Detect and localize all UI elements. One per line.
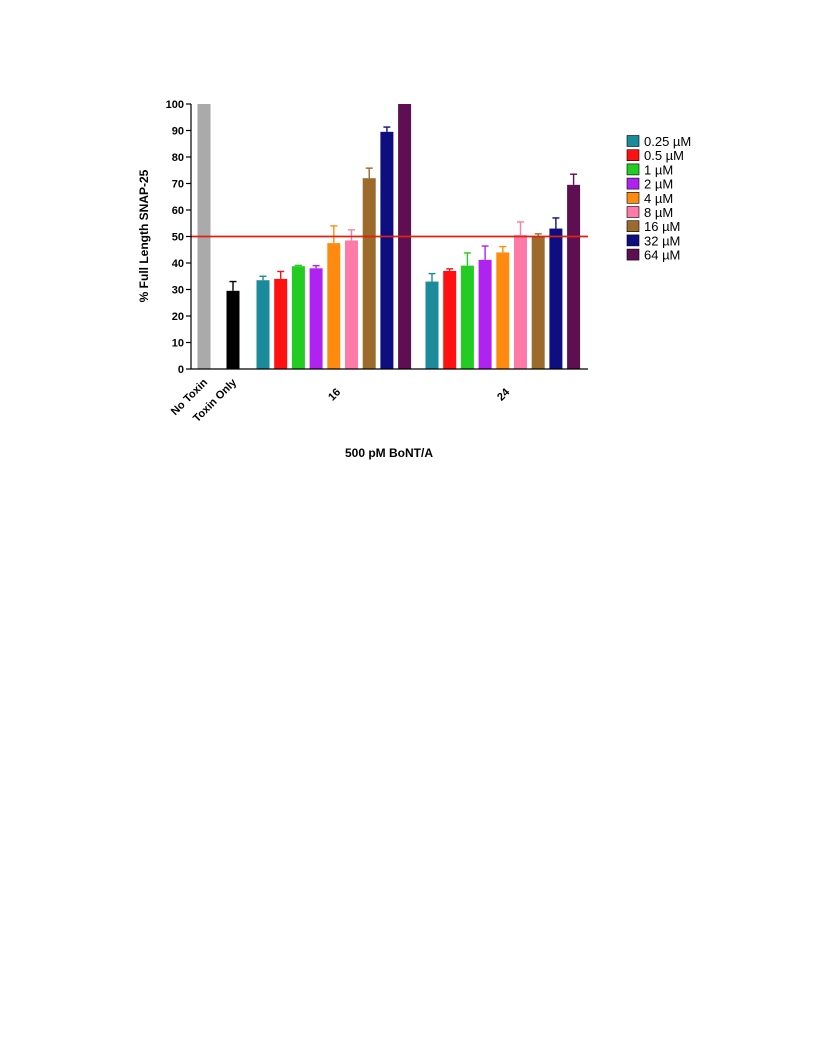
legend-label-9: 64 µM [644,248,680,263]
legend-label-3: 1 µM [644,162,673,177]
legend-label-6: 8 µM [644,205,673,220]
y-tick-label-60: 60 [172,205,184,217]
legend-swatch-5 [626,192,640,204]
bar-group-24-series-7 [531,236,545,369]
bar-group-16-series-1 [256,280,270,369]
bar-group-24-series-6 [514,235,527,369]
x-axis-title: 500 pM BoNT/A [345,446,433,460]
bar-group-24-series-4 [478,259,492,369]
legend-swatch-9 [626,248,640,261]
y-tick-label-100: 100 [166,99,184,111]
legend-label-8: 32 µM [644,233,680,248]
y-tick-label-50: 50 [172,232,184,244]
bar-group-16-series-4 [309,268,323,369]
bar-group-16-series-5 [327,243,341,369]
bars-layer [197,104,581,369]
bar-group-16-series-6 [345,240,358,369]
legend-swatch-6 [626,206,640,218]
y-tick-label-30: 30 [172,285,184,297]
x-tick-label-group-16: 16 [326,386,343,403]
legend-label-7: 16 µM [644,219,680,234]
legend-swatch-4 [626,177,640,190]
bar-toxin-only [226,290,240,369]
y-tick-label-10: 10 [172,338,184,350]
bar-group-24-series-5 [496,252,510,369]
x-tick-label-group-24: 24 [495,386,513,404]
legend-swatch-2 [626,149,640,161]
y-axis-title: % Full Length SNAP-25 [137,169,151,302]
y-tick-label-90: 90 [172,126,184,138]
legend-swatch-8 [626,234,640,247]
y-tick-label-80: 80 [172,152,184,164]
error-bars-layer [229,126,578,291]
y-tick-label-40: 40 [172,258,184,270]
bar-group-24-series-2 [443,270,457,369]
bar-group-16-series-7 [362,178,376,369]
y-tick-label-0: 0 [178,364,184,376]
legend-label-1: 0.25 µM [644,134,691,149]
bar-group-24-series-9 [567,184,581,369]
legend-label-5: 4 µM [644,191,673,206]
bar-group-24-series-8 [549,228,563,369]
bar-group-16-series-2 [274,278,288,369]
bar-group-16-series-3 [291,266,305,369]
legend-swatch-7 [626,220,640,232]
y-tick-label-70: 70 [172,179,184,191]
legend-swatch-1 [626,135,640,147]
bar-group-24-series-3 [460,265,474,369]
bar-group-24-series-1 [425,281,439,369]
legend-swatch-3 [626,163,640,176]
legend-label-2: 0.5 µM [644,148,684,163]
bar-group-16-series-8 [380,131,394,369]
legend-label-4: 2 µM [644,177,673,192]
y-tick-label-20: 20 [172,311,184,323]
